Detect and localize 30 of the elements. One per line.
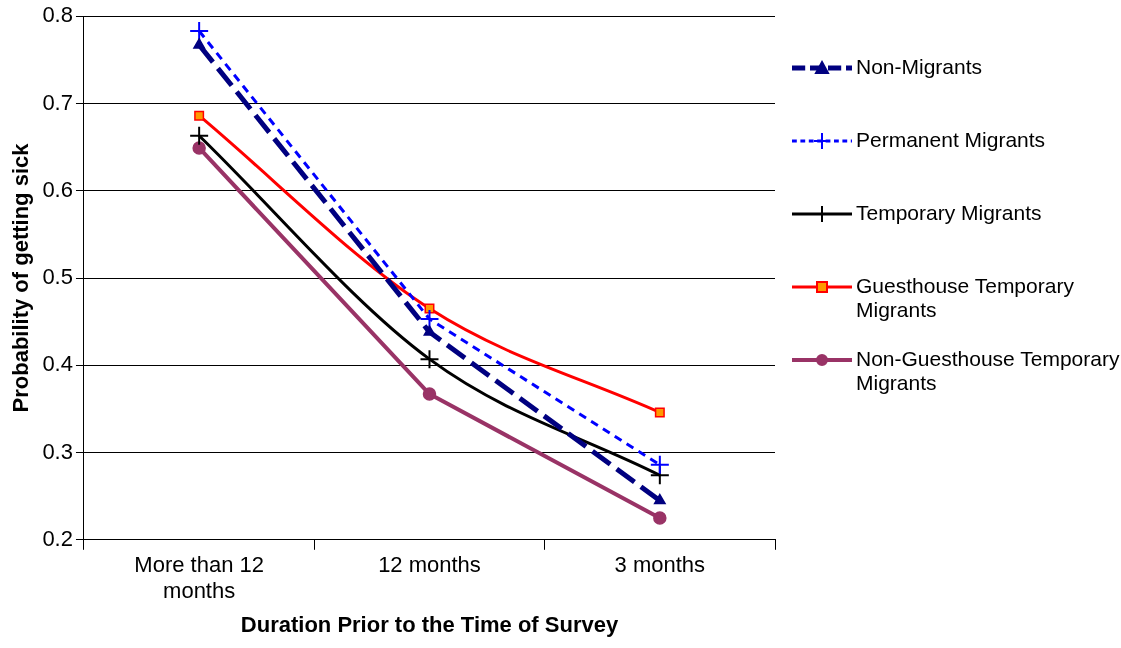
y-axis-title: Probability of getting sick <box>8 142 34 413</box>
point <box>189 21 210 42</box>
point <box>192 141 206 155</box>
y-tick-label: 0.5 <box>42 264 73 290</box>
x-tick-label: 3 months <box>614 552 706 578</box>
point <box>654 407 665 418</box>
y-tick-label: 0.7 <box>42 89 73 115</box>
x-tick-label: More than 12 months <box>134 552 264 604</box>
point <box>653 493 666 505</box>
y-tick-label: 0.2 <box>42 525 73 551</box>
y-tick-label: 0.3 <box>42 438 73 464</box>
x-axis-title: Duration Prior to the Time of Survey <box>240 611 619 637</box>
point <box>649 454 670 475</box>
x-tick-label: 12 months <box>378 552 481 578</box>
y-tick-label: 0.8 <box>42 2 73 28</box>
y-tick-label: 0.4 <box>42 351 73 377</box>
y-tick-label: 0.6 <box>42 176 73 202</box>
legend-label: Temporary Migrants <box>856 201 1042 225</box>
point <box>424 303 435 314</box>
legend-label: Guesthouse Temporary Migrants <box>856 274 1075 322</box>
point <box>194 110 205 121</box>
point <box>189 125 210 146</box>
point <box>653 511 667 525</box>
legend-label: Permanent Migrants <box>856 128 1046 152</box>
point <box>422 387 437 401</box>
legend-label: Non-Migrants <box>856 55 983 79</box>
point <box>423 325 436 336</box>
legend-label: Non-Guesthouse Temporary Migrants <box>856 347 1120 395</box>
point <box>193 38 206 49</box>
point <box>419 349 440 370</box>
